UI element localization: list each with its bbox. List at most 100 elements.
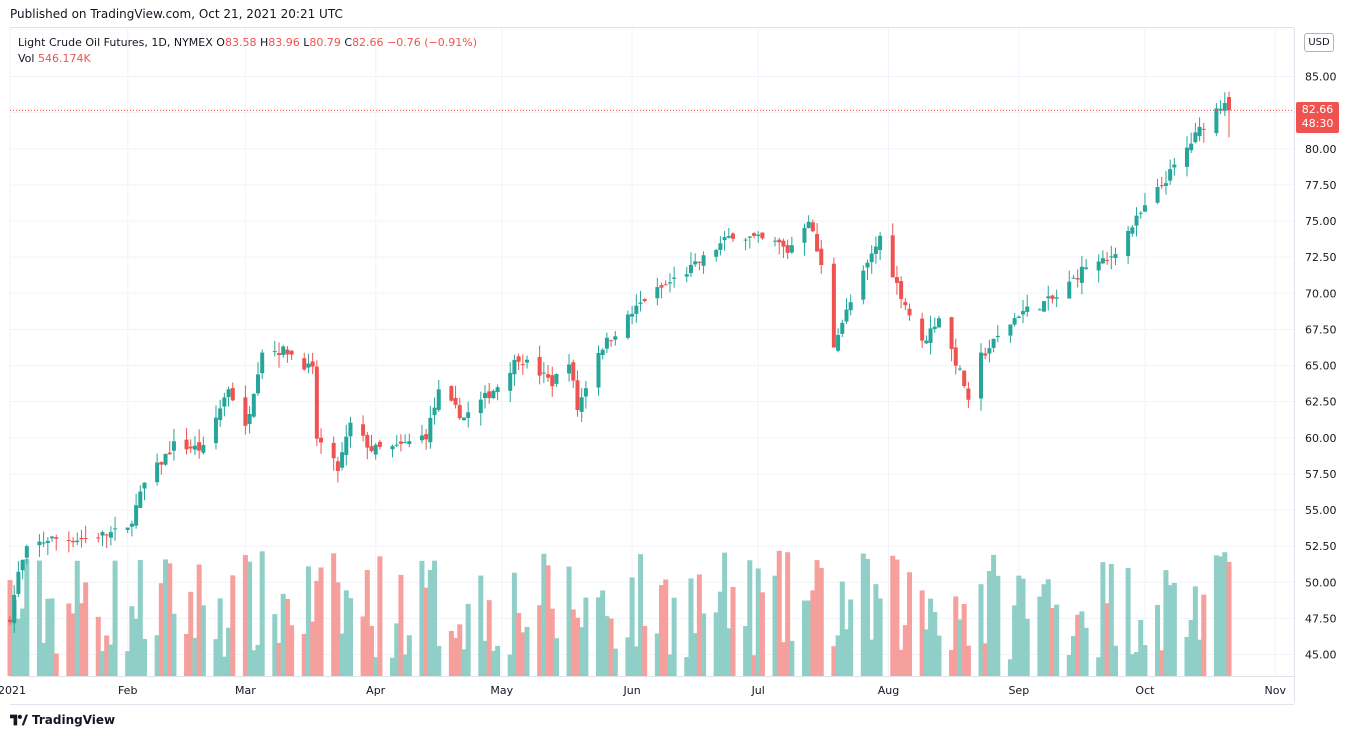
candle-body	[54, 537, 59, 539]
volume-bar	[133, 618, 139, 676]
volume-bar	[688, 578, 694, 676]
price-tick-label: 50.00	[1305, 576, 1337, 589]
volume-bar	[545, 565, 551, 676]
candle-body	[781, 240, 786, 247]
candle-body	[1113, 254, 1118, 259]
volume-bar	[949, 650, 955, 676]
candle-body	[693, 261, 698, 265]
candle-body	[75, 540, 80, 543]
candle-body	[310, 361, 315, 367]
volume-bar	[427, 569, 433, 676]
candle-body	[1079, 266, 1084, 283]
volume-bar	[625, 637, 631, 676]
candle-body	[1016, 316, 1021, 318]
candle-body	[873, 246, 878, 254]
candle-body	[907, 308, 912, 316]
candle-body	[718, 243, 723, 250]
volume-bar	[390, 657, 396, 676]
volume-bar	[553, 638, 559, 676]
volume-bar	[541, 553, 547, 676]
volume-bar	[877, 598, 883, 676]
candle-body	[600, 349, 605, 356]
volume-bar	[1226, 561, 1232, 676]
volume-bar	[1083, 627, 1089, 676]
price-tick-label: 77.50	[1305, 179, 1337, 192]
volume-bar	[633, 646, 639, 676]
volume-bar	[507, 654, 513, 676]
candle-body	[1134, 215, 1139, 226]
candle-body	[953, 347, 958, 366]
candle-body	[819, 248, 824, 266]
candle-body	[285, 349, 290, 355]
tradingview-logo[interactable]: TradingView	[10, 713, 115, 727]
legend-open-label: O	[216, 36, 225, 49]
candle-body	[104, 534, 109, 536]
candle-body	[1042, 301, 1047, 312]
candle-body	[978, 352, 983, 399]
volume-bar	[654, 633, 660, 676]
volume-bar	[928, 598, 934, 676]
volume-bar	[722, 552, 728, 676]
volume-bar	[692, 633, 698, 676]
candle-body	[550, 375, 555, 387]
published-caption: Published on TradingView.com, Oct 21, 20…	[10, 7, 343, 21]
volume-bar	[20, 608, 26, 676]
volume-bar	[1054, 604, 1060, 676]
candle-body	[1138, 212, 1143, 214]
candle-body	[37, 541, 42, 546]
time-tick-label: Apr	[366, 684, 386, 697]
volume-bar	[343, 590, 349, 676]
candle-body	[983, 353, 988, 356]
currency-button[interactable]: USD	[1304, 33, 1334, 52]
volume-bar	[188, 591, 194, 676]
volume-bar	[112, 560, 118, 676]
volume-bar	[772, 575, 778, 676]
candle-body	[1100, 258, 1105, 264]
candle-body	[634, 305, 639, 314]
candle-body	[995, 335, 1000, 338]
legend-open-value: 83.58	[224, 36, 257, 49]
volume-bar	[142, 639, 148, 676]
volume-bar	[221, 656, 227, 676]
volume-bar	[1007, 659, 1013, 676]
candle-body	[340, 452, 345, 468]
volume-bar	[1192, 586, 1198, 676]
volume-bar	[184, 633, 190, 676]
candle-body	[726, 236, 731, 238]
volume-bar	[835, 635, 841, 676]
volume-bar	[45, 598, 51, 676]
legend-volume-label: Vol	[18, 52, 35, 65]
volume-bar	[1012, 605, 1018, 676]
candle-body	[1008, 324, 1013, 336]
volume-bar	[869, 639, 875, 676]
candle-body	[655, 287, 660, 299]
volume-bar	[566, 566, 572, 676]
candle-body	[575, 380, 580, 411]
candle-body	[188, 446, 193, 449]
volume-bar	[167, 563, 173, 676]
volume-bar	[1020, 578, 1026, 676]
legend-symbol: Light Crude Oil Futures, 1D, NYMEX	[18, 36, 213, 49]
volume-bar	[1041, 584, 1047, 676]
volume-bar	[394, 623, 400, 676]
candle-body	[1159, 185, 1164, 187]
volume-bar	[284, 598, 290, 676]
volume-bar	[377, 556, 383, 676]
volume-bar	[163, 559, 169, 676]
volume-bar	[247, 561, 253, 676]
candle-body	[8, 619, 12, 622]
candle-body	[890, 235, 895, 278]
volume-bar	[24, 558, 30, 676]
time-tick-label: May	[490, 684, 513, 697]
candle-body	[1012, 318, 1017, 325]
candle-body	[113, 528, 118, 530]
price-axis[interactable]: 45.00 47.50 50.00 52.50 55.00 57.50 60.00 62.50…	[1294, 28, 1354, 703]
candle-body	[604, 337, 609, 349]
time-axis[interactable]: 2021 Feb Mar Apr May Jun Jul Aug Sep Oct Nov	[0, 676, 1294, 698]
volume-bar	[104, 635, 110, 676]
candle-body	[71, 540, 76, 543]
volume-bar	[1142, 644, 1148, 676]
volume-bar	[230, 575, 236, 676]
legend-volume-row: Vol 546.174K	[18, 51, 477, 67]
